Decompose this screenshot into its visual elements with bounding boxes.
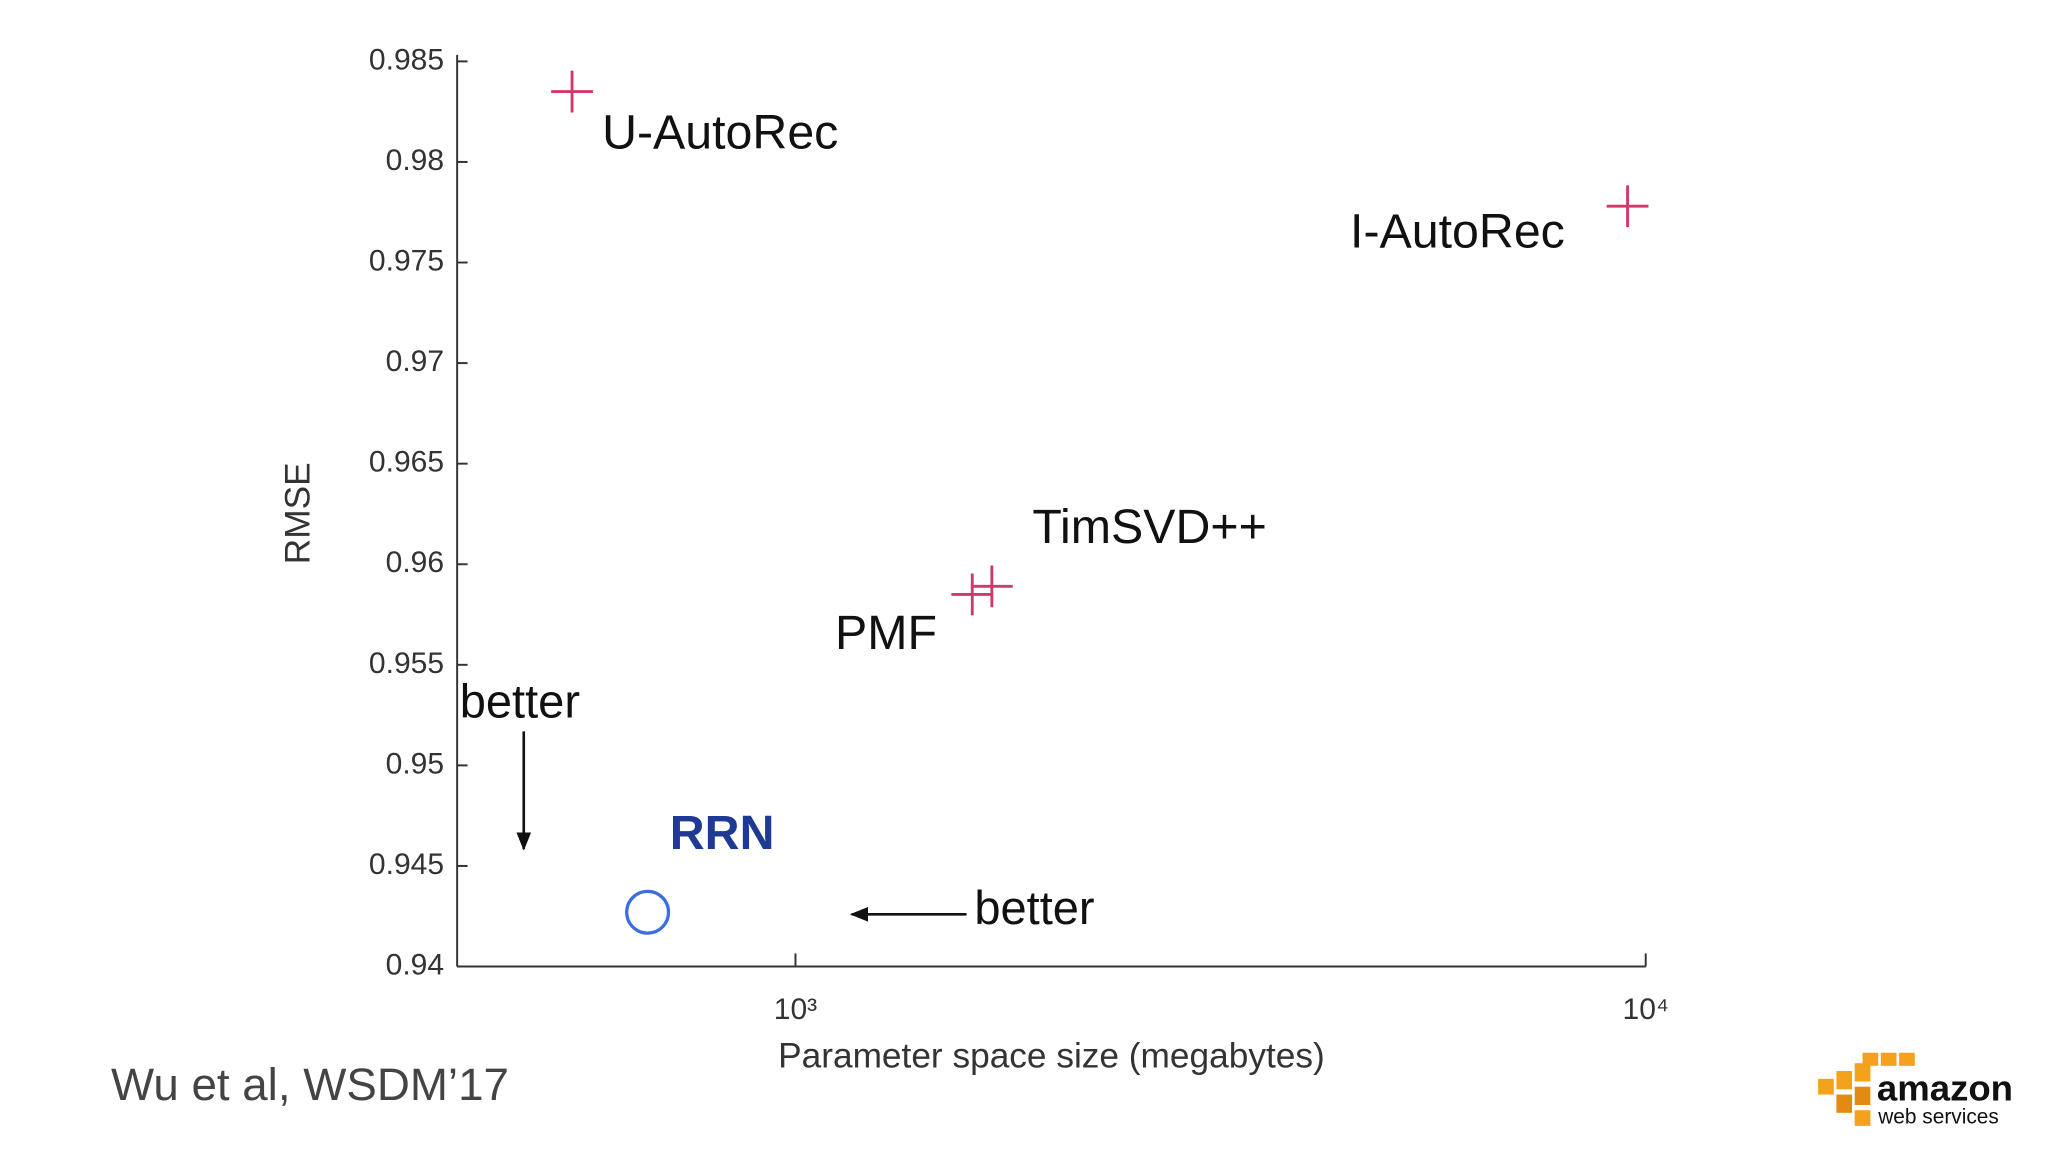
annotation: better	[460, 675, 580, 728]
point	[551, 70, 593, 113]
aws-logo: amazon web services	[1818, 1052, 2013, 1129]
annotation: better	[974, 881, 1094, 934]
y-tick-label: 0.975	[369, 244, 444, 277]
point	[625, 889, 671, 935]
y-tick-label: 0.95	[386, 747, 444, 780]
y-tick-label: 0.985	[369, 43, 444, 76]
y-tick-label: 0.97	[386, 345, 444, 378]
citation: Wu et al, WSDM’17	[111, 1059, 509, 1110]
y-tick-label: 0.94	[386, 948, 444, 981]
x-tick-label: 10⁴	[1623, 993, 1669, 1026]
point-label: RRN	[670, 806, 775, 860]
point-label: U-AutoRec	[602, 106, 838, 160]
y-tick-label: 0.965	[369, 446, 444, 479]
point	[970, 565, 1013, 608]
logo-subword: web services	[1877, 1106, 1999, 1129]
y-tick-label: 0.945	[369, 848, 444, 881]
point-label: TimSVD++	[1032, 500, 1266, 554]
y-axis-label: RMSE	[279, 462, 318, 564]
y-tick-label: 0.96	[386, 546, 444, 579]
x-axis-label: Parameter space size (megabytes)	[778, 1036, 1325, 1075]
point	[951, 573, 994, 616]
point	[1606, 185, 1649, 228]
logo-word: amazon	[1877, 1067, 2013, 1108]
y-tick-label: 0.955	[369, 647, 444, 680]
point-label: I-AutoRec	[1350, 205, 1565, 259]
point-label: PMF	[835, 606, 937, 660]
y-tick-label: 0.98	[386, 144, 444, 177]
x-tick-label: 10³	[774, 993, 817, 1026]
